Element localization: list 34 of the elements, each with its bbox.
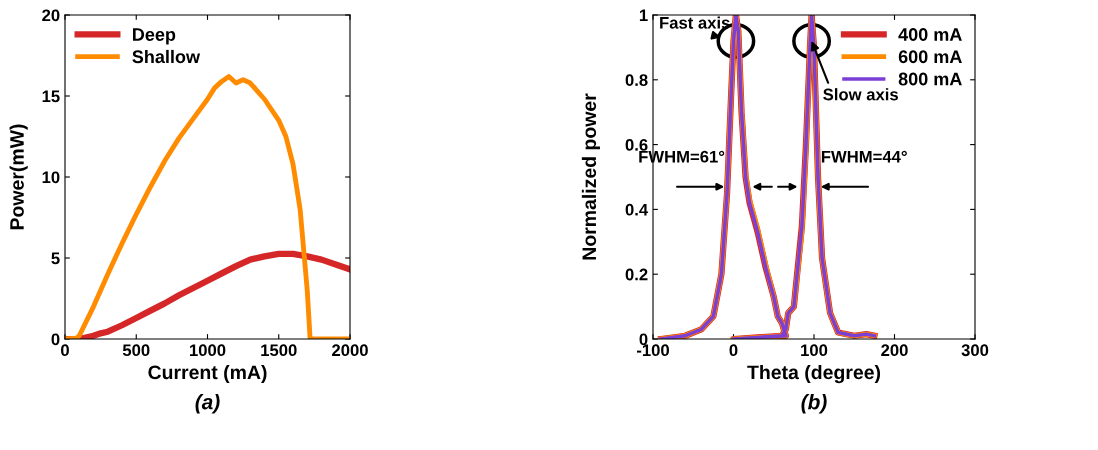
y-tick-label: 1 [639,9,648,22]
x-tick-label: 1500 [261,344,297,357]
annotation: Slow axis [823,88,898,101]
y-tick-label: 0 [51,333,60,346]
y-axis-title: Normalized power [581,93,600,260]
y-tick-label: 20 [42,9,60,22]
text: (b) [801,394,827,414]
legend-label: 400 mA [898,28,962,41]
y-tick-label: 5 [51,252,60,265]
y-axis-title: Power(mW) [9,124,28,230]
y-tick-label: 0 [639,333,648,346]
x-axis-title: Theta (degree) [747,364,881,384]
x-tick-label: 300 [961,344,989,357]
y-tick-label: 0.2 [625,268,648,281]
legend-label: 800 mA [898,72,962,86]
x-tick-label: 2000 [332,344,368,357]
text: (a) [195,394,220,414]
legend-label: Shallow [132,49,201,64]
legend-label: Deep [133,28,176,45]
x-tick-label: -100 [636,344,669,357]
x-tick-label: 0 [61,344,69,357]
legend-label: 600 mA [898,50,962,64]
x-tick-label: 200 [881,344,908,357]
x-tick-label: 500 [122,344,150,357]
x-tick-label: 100 [801,344,828,357]
x-tick-label: 0 [729,344,738,357]
annotation: FWHM=44° [821,150,907,163]
y-tick-label: 10 [42,171,60,184]
x-tick-label: 1000 [190,344,226,357]
y-tick-label: 15 [42,90,60,103]
y-tick-label: 0.6 [625,139,648,151]
y-tick-label: 0.4 [625,203,649,216]
y-tick-label: 0.8 [625,74,648,86]
x-axis-title: Current (mA) [148,364,267,384]
